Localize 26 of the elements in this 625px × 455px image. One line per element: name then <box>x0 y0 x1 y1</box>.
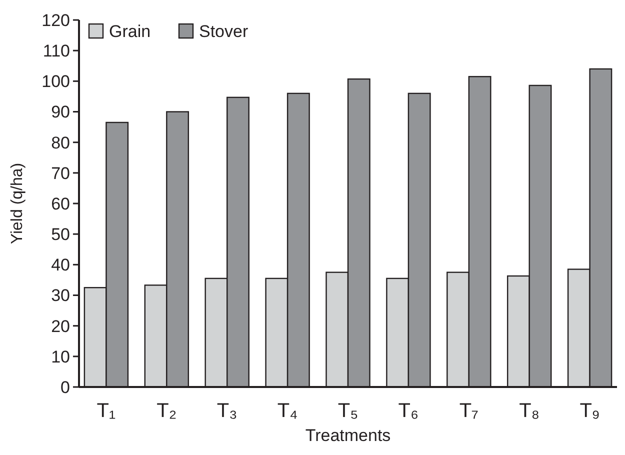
y-tick-label: 100 <box>42 72 70 92</box>
x-tick-label: T₈ <box>519 400 540 422</box>
y-tick-label: 70 <box>51 164 70 183</box>
y-tick-label: 50 <box>51 225 70 244</box>
y-tick-label: 40 <box>51 256 70 275</box>
legend-label: Stover <box>199 22 248 41</box>
y-tick-label: 110 <box>42 42 70 61</box>
x-tick-label: T₅ <box>338 400 358 422</box>
y-tick-label: 60 <box>51 194 70 214</box>
x-tick-label: T₉ <box>580 400 600 422</box>
y-tick-label: 30 <box>51 286 70 306</box>
y-tick-label: 90 <box>51 102 70 122</box>
x-tick-label: T₁ <box>96 400 116 422</box>
x-tick-label: T₂ <box>156 400 177 422</box>
y-tick-label: 20 <box>51 316 70 336</box>
x-axis-title: Treatments <box>305 426 391 445</box>
y-tick-label: 0 <box>60 378 70 397</box>
legend-label: Grain <box>109 22 151 41</box>
y-tick-label: 10 <box>51 347 70 366</box>
x-tick-label: T₄ <box>277 400 298 422</box>
y-tick-label: 120 <box>42 10 70 30</box>
y-tick-label: 80 <box>51 133 70 152</box>
x-tick-label: T₃ <box>216 400 238 422</box>
x-tick-label: T₆ <box>398 400 419 422</box>
x-tick-label: T₇ <box>459 400 479 422</box>
y-axis-title: Yield (q/ha) <box>9 162 26 244</box>
